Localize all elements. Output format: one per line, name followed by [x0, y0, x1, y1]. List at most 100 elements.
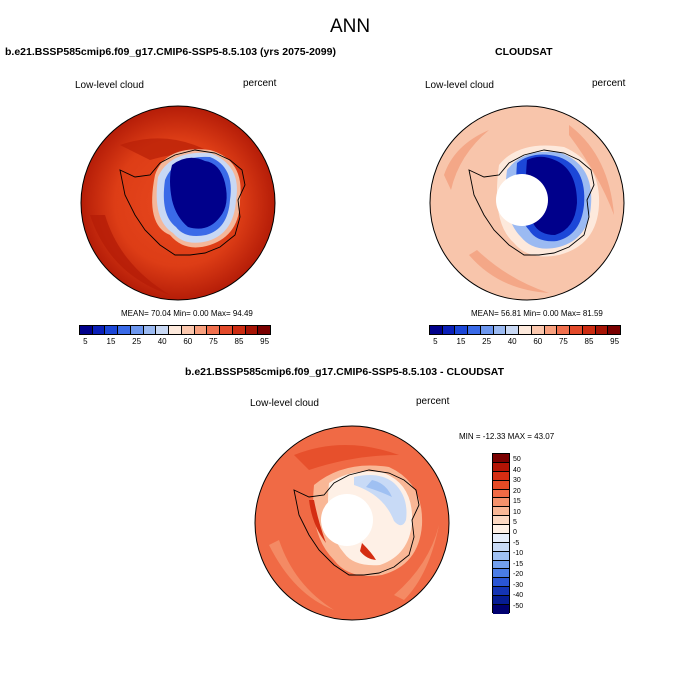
panel1-polar-map [80, 105, 276, 301]
panel3-colorbar-box [493, 569, 509, 579]
panel1-colorbar-box [169, 326, 182, 334]
panel1-colorbar-box [105, 326, 119, 334]
panel3-colorbar-box [493, 471, 509, 481]
panel2-colorbar-labels: 5 15 25 40 60 75 85 95 [429, 337, 621, 349]
panel2-colorbar-box [468, 326, 481, 334]
panel1-colorbar-box [143, 326, 157, 334]
panel3-colorbar-tick-label: -20 [513, 571, 524, 579]
panel3-colorbar-tick-label: -10 [513, 550, 524, 558]
panel2-colorbar-box [531, 326, 545, 334]
panel3-colorbar-box [493, 498, 509, 508]
panel1-colorbar-box [156, 326, 170, 334]
panel2-colorbar-tick-label: 5 [433, 337, 438, 346]
panel2-units-label: percent [592, 78, 626, 89]
panel3-colorbar-tick-label: 5 [513, 519, 517, 527]
panel1-colorbar [79, 325, 271, 335]
panel2-colorbar-box [430, 326, 443, 334]
panel3-stats: MIN = -12.33 MAX = 43.07 [459, 432, 555, 441]
panel2-colorbar-box [493, 326, 507, 334]
panel1-colorbar-tick-label: 15 [106, 337, 116, 346]
panel2-colorbar-tick-label: 75 [558, 337, 568, 346]
panel3-colorbar-box [493, 587, 509, 596]
panel1-colorbar-box [80, 326, 93, 334]
panel3-colorbar-box [493, 454, 509, 463]
panel1-colorbar-labels: 5 15 25 40 60 75 85 95 [79, 337, 271, 349]
panel3-colorbar-box [493, 604, 509, 614]
panel3-colorbar-box [493, 551, 509, 561]
panel1-colorbar-box [92, 326, 106, 334]
panel3-colorbar-tick-label: -30 [513, 581, 524, 589]
panel2-colorbar-tick-label: 95 [610, 337, 620, 346]
panel2-case-title: CLOUDSAT [495, 46, 553, 58]
panel3-colorbar-box [493, 462, 509, 472]
panel3-colorbar-tick-label: 30 [513, 477, 521, 485]
panel2-colorbar-box [557, 326, 571, 334]
panel2-colorbar-box [608, 326, 621, 334]
panel2-variable-label: Low-level cloud [425, 80, 494, 91]
panel1-colorbar-box [118, 326, 131, 334]
panel1-colorbar-box [181, 326, 195, 334]
panel1-colorbar-tick-label: 5 [83, 337, 88, 346]
panel1-colorbar-tick-label: 95 [260, 337, 270, 346]
panel2-colorbar-box [582, 326, 596, 334]
panel2-colorbar-box [544, 326, 558, 334]
panel1-variable-label: Low-level cloud [75, 80, 144, 91]
panel2-colorbar-box [506, 326, 520, 334]
panel3-colorbar-tick-label: 40 [513, 466, 521, 474]
panel3-colorbar-box [493, 489, 509, 499]
main-title: ANN [329, 16, 371, 37]
panel3-polar-map [254, 425, 450, 621]
panel3-colorbar-box [493, 560, 509, 570]
panel2-colorbar-box [519, 326, 532, 334]
panel2-colorbar-tick-label: 15 [456, 337, 466, 346]
panel3-colorbar-tick-label: -5 [513, 539, 520, 547]
panel1-colorbar-box [194, 326, 208, 334]
panel3-colorbar-box [493, 525, 509, 534]
panel3-colorbar-box [493, 596, 509, 605]
panel3-colorbar-box [493, 507, 509, 517]
panel1-colorbar-box [220, 326, 233, 334]
panel1-colorbar-tick-label: 40 [157, 337, 167, 346]
panel3-case-title: b.e21.BSSP585cmip6.f09_g17.CMIP6-SSP5-8.… [185, 366, 505, 378]
panel1-colorbar-tick-label: 25 [132, 337, 142, 346]
panel2-colorbar [429, 325, 621, 335]
panel3-colorbar-box [493, 516, 509, 525]
panel3-colorbar-tick-label: 20 [513, 487, 521, 495]
panel1-stats: MEAN= 70.04 Min= 0.00 Max= 94.49 [121, 309, 253, 318]
panel3-colorbar-tick-label: -40 [513, 592, 524, 600]
panel2-polar-map [429, 105, 625, 301]
panel2-colorbar-tick-label: 60 [533, 337, 543, 346]
panel3-colorbar-box [493, 542, 509, 552]
panel2-colorbar-box [595, 326, 609, 334]
panel2-colorbar-tick-label: 40 [507, 337, 517, 346]
panel2-colorbar-box [570, 326, 583, 334]
panel3-colorbar [492, 453, 510, 614]
panel3-colorbar-box [493, 533, 509, 543]
panel3-colorbar-tick-label: -50 [513, 602, 524, 610]
panel2-stats: MEAN= 56.81 Min= 0.00 Max= 81.59 [471, 309, 603, 318]
panel2-colorbar-box [480, 326, 494, 334]
panel2-colorbar-tick-label: 25 [482, 337, 492, 346]
panel1-colorbar-box [245, 326, 259, 334]
panel3-colorbar-tick-label: 15 [513, 498, 521, 506]
panel3-colorbar-tick-label: 0 [513, 529, 517, 537]
panel2-colorbar-box [455, 326, 469, 334]
panel3-colorbar-box [493, 578, 509, 588]
panel3-units-label: percent [416, 396, 450, 407]
panel2-colorbar-box [442, 326, 456, 334]
panel1-colorbar-tick-label: 75 [208, 337, 218, 346]
panel2-colorbar-tick-label: 85 [584, 337, 594, 346]
panel1-colorbar-box [207, 326, 221, 334]
panel3-variable-label: Low-level cloud [250, 398, 319, 409]
panel1-colorbar-box [258, 326, 271, 334]
panel3-colorbar-tick-label: 50 [513, 456, 521, 464]
panel1-colorbar-box [232, 326, 246, 334]
panel1-colorbar-box [130, 326, 144, 334]
panel1-units-label: percent [243, 78, 277, 89]
panel1-case-title: b.e21.BSSP585cmip6.f09_g17.CMIP6-SSP5-8.… [5, 46, 336, 58]
panel3-colorbar-tick-label: 10 [513, 508, 521, 516]
panel1-colorbar-tick-label: 60 [183, 337, 193, 346]
panel1-colorbar-tick-label: 85 [234, 337, 244, 346]
panel3-colorbar-box [493, 480, 509, 490]
panel3-colorbar-tick-label: -15 [513, 560, 524, 568]
